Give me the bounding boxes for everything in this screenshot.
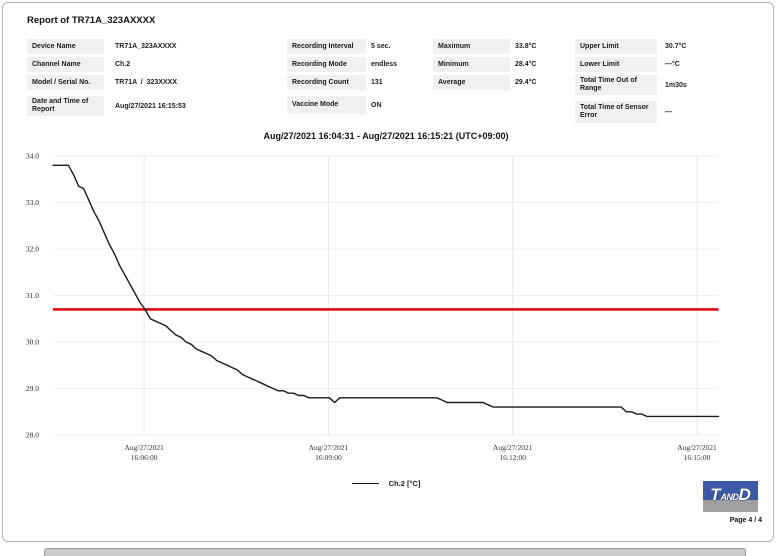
x-axis-tick-label: 16:06:00 <box>131 453 158 462</box>
legend-label: Ch.2 [°C] <box>388 478 421 488</box>
temperature-chart: 34.033.032.031.030.029.028.0Aug/27/20211… <box>26 152 720 462</box>
info-label: Lower Limit <box>575 57 657 72</box>
info-label: Recording Interval <box>287 39 366 54</box>
info-label: Vaccine Mode <box>287 96 366 114</box>
info-row: Upper Limit 30.7°C <box>575 39 687 54</box>
info-label: Model / Serial No. <box>27 75 104 90</box>
y-axis-tick-label: 32.0 <box>26 245 39 254</box>
info-value: TR71A_323AXXXX <box>115 43 177 50</box>
x-axis-tick-label: 16:12:00 <box>499 453 526 462</box>
y-axis-tick-label: 30.0 <box>26 338 39 347</box>
next-page-edge <box>44 548 746 556</box>
x-axis-tick-label: Aug/27/2021 <box>309 443 349 452</box>
info-label: Average <box>433 75 510 90</box>
info-label: Minimum <box>433 57 510 72</box>
page-number: Page 4 / 4 <box>729 517 762 524</box>
info-value: 29.4°C <box>515 79 537 86</box>
x-axis-tick-label: Aug/27/2021 <box>493 443 533 452</box>
info-row: Channel Name Ch.2 <box>27 57 186 72</box>
info-row: Recording Mode endless <box>287 57 397 72</box>
y-axis-tick-label: 34.0 <box>26 152 39 161</box>
y-axis-tick-label: 29.0 <box>26 384 39 393</box>
x-axis-tick-label: 16:09:00 <box>315 453 342 462</box>
info-value: 131 <box>371 79 383 86</box>
chart-title: Aug/27/2021 16:04:31 - Aug/27/2021 16:15… <box>263 131 509 141</box>
info-row: Recording Count 131 <box>287 75 397 90</box>
info-row: Date and Time of Report Aug/27/2021 16:1… <box>27 96 186 116</box>
y-axis-tick-label: 33.0 <box>26 198 39 207</box>
info-row: Total Time of Sensor Error — <box>575 101 687 123</box>
y-axis-tick-label: 28.0 <box>26 431 39 440</box>
tandd-logo: TANDD <box>703 481 758 512</box>
info-row: Lower Limit —°C <box>575 57 687 72</box>
legend-line-sample <box>351 482 379 484</box>
x-axis-tick-label: Aug/27/2021 <box>677 443 717 452</box>
y-axis-tick-label: 31.0 <box>26 291 39 300</box>
info-row: Recording Interval 5 sec. <box>287 39 397 54</box>
info-row: Average 29.4°C <box>433 75 536 90</box>
limits-table: Upper Limit 30.7°C Lower Limit —°C Total… <box>575 39 687 126</box>
info-label: Total Time Out of Range <box>575 75 657 95</box>
info-value: endless <box>371 61 398 68</box>
x-axis-tick-label: Aug/27/2021 <box>124 443 164 452</box>
info-label: Channel Name <box>27 57 104 72</box>
info-row: Device Name TR71A_323AXXXX <box>27 39 186 54</box>
statistics-table: Maximum 33.8°C Minimum 28.4°C Average 29… <box>433 39 536 93</box>
info-value: ON <box>371 101 382 109</box>
info-value: —°C <box>665 61 680 68</box>
info-value: 30.7°C <box>665 43 687 50</box>
info-label: Recording Mode <box>287 57 366 72</box>
info-row: Model / Serial No. TR71A / 323XXXX <box>27 75 186 90</box>
info-value: Ch.2 <box>115 61 131 68</box>
info-label: Date and Time of Report <box>27 96 104 116</box>
logo-text: TANDD <box>710 485 751 504</box>
x-axis-tick-label: 16:15:00 <box>684 453 711 462</box>
info-value: 1m30s <box>665 81 687 89</box>
logo-blue-band <box>703 481 758 500</box>
info-value: 28.4°C <box>515 61 537 68</box>
info-row: Minimum 28.4°C <box>433 57 536 72</box>
info-value: TR71A / 323XXXX <box>115 79 177 86</box>
series-line-ch2 <box>52 164 720 418</box>
info-row: Total Time Out of Range 1m30s <box>575 75 687 95</box>
info-row: Vaccine Mode ON <box>287 96 397 114</box>
info-value: Aug/27/2021 16:15:53 <box>115 102 186 110</box>
logo-gray-band <box>703 500 758 512</box>
info-label: Upper Limit <box>575 39 657 54</box>
info-label: Total Time of Sensor Error <box>575 101 657 123</box>
device-info-table: Device Name TR71A_323AXXXX Channel Name … <box>27 39 186 119</box>
report-title: Report of TR71A_323AXXXX <box>27 15 156 26</box>
info-value: 33.8°C <box>515 43 537 50</box>
info-label: Recording Count <box>287 75 366 90</box>
info-value: — <box>665 108 672 116</box>
info-label: Maximum <box>433 39 510 54</box>
recording-info-table: Recording Interval 5 sec. Recording Mode… <box>287 39 397 117</box>
info-label: Device Name <box>27 39 104 54</box>
info-value: 5 sec. <box>371 43 391 50</box>
info-row: Maximum 33.8°C <box>433 39 536 54</box>
legend: Ch.2 [°C] <box>0 477 772 489</box>
